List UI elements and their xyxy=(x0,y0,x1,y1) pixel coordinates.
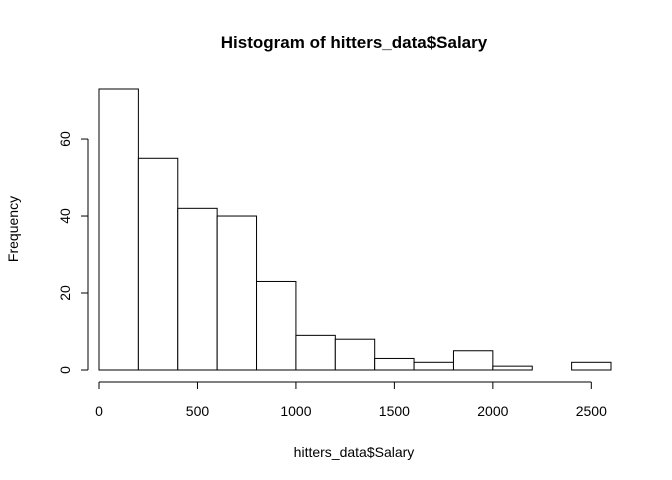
x-tick-label: 1000 xyxy=(280,403,311,419)
histogram-bar-8 xyxy=(413,361,454,371)
x-axis: 0 500 1000 1500 2000 2500 xyxy=(95,381,607,419)
histogram-bar-9 xyxy=(452,350,494,371)
histogram-bar-5 xyxy=(295,334,336,371)
y-tick-label: 60 xyxy=(57,131,73,147)
y-axis: 0 20 40 60 xyxy=(57,131,89,374)
x-tick-label: 0 xyxy=(95,403,103,419)
x-tick-label: 2000 xyxy=(477,403,508,419)
histogram-bar-6 xyxy=(334,338,376,371)
histogram-bar-12 xyxy=(571,361,612,371)
chart-title: Histogram of hitters_data$Salary xyxy=(221,33,488,52)
bars-group xyxy=(98,88,612,371)
x-axis-label: hitters_data$Salary xyxy=(294,444,415,460)
x-tick-label: 1500 xyxy=(379,403,410,419)
y-tick-label: 0 xyxy=(57,366,73,374)
histogram-bar-2 xyxy=(177,207,218,371)
histogram-bar-10 xyxy=(492,365,533,371)
x-tick-label: 500 xyxy=(186,403,210,419)
y-tick-label: 40 xyxy=(57,208,73,224)
histogram-bar-4 xyxy=(256,280,297,371)
histogram-bar-1 xyxy=(137,157,179,371)
histogram-bar-0 xyxy=(98,88,139,371)
x-tick-label: 2500 xyxy=(576,403,607,419)
y-tick-label: 20 xyxy=(57,285,73,301)
histogram-bar-7 xyxy=(374,357,415,371)
y-axis-label: Frequency xyxy=(5,196,21,262)
histogram-bar-3 xyxy=(216,215,258,371)
